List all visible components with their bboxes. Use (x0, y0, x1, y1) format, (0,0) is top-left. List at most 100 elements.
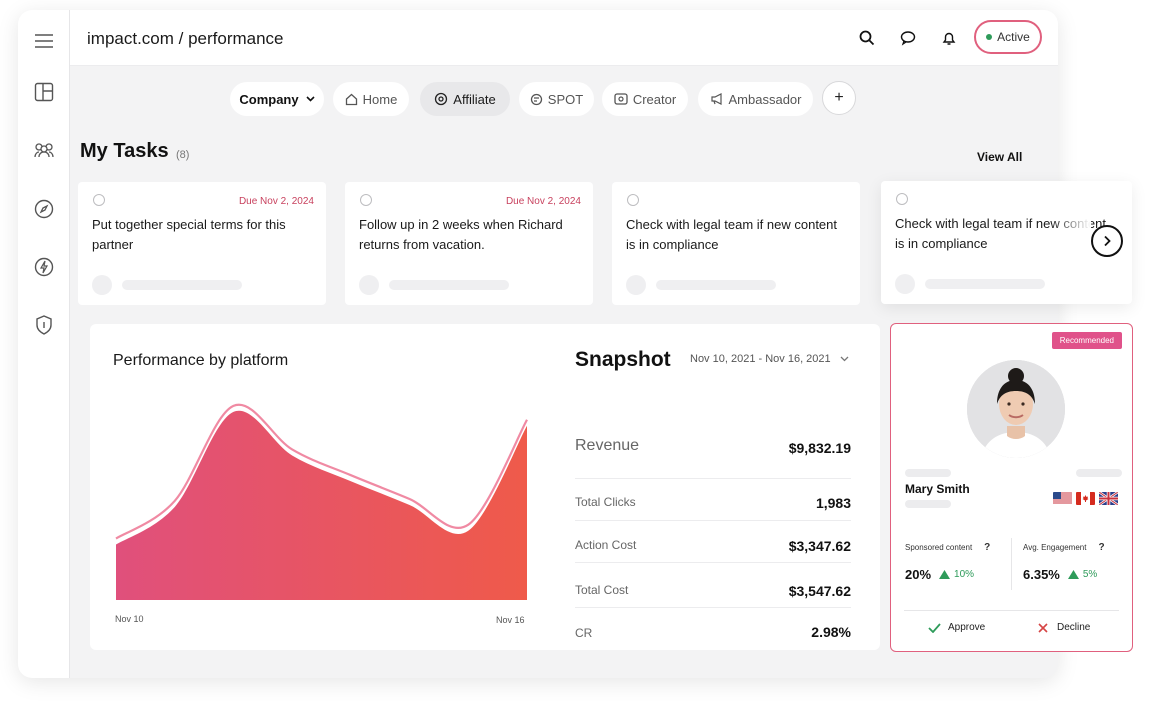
status-label: Active (997, 30, 1030, 44)
metric-label: Total Clicks (575, 495, 636, 509)
tab-spot[interactable]: SPOT (519, 82, 594, 116)
status-dot-icon (986, 34, 993, 40)
metric-row: Total Cost $3,547.62 (575, 566, 851, 608)
avatar (967, 360, 1065, 458)
home-icon (345, 93, 358, 106)
chart-area-outline (115, 403, 528, 540)
creator-icon (614, 93, 628, 105)
close-icon (1038, 622, 1048, 633)
snapshot-date-range[interactable]: Nov 10, 2021 - Nov 16, 2021 (690, 353, 849, 365)
text-placeholder (122, 280, 242, 290)
tab-affiliate-label: Affiliate (453, 91, 496, 107)
status-badge[interactable]: Active (974, 20, 1042, 54)
task-checkbox[interactable] (627, 194, 639, 206)
creator-name: Mary Smith (905, 482, 970, 496)
tasks-count: (8) (176, 149, 190, 161)
affiliate-icon (434, 92, 448, 106)
approve-button[interactable]: Approve (928, 622, 985, 633)
company-label: Company (239, 91, 299, 107)
top-bar: impact.com / performance Active (70, 10, 1058, 66)
view-all-link[interactable]: View All (977, 150, 1023, 164)
tab-ambassador-label: Ambassador (728, 91, 802, 107)
task-card[interactable]: Due Nov 2, 2024 Follow up in 2 weeks whe… (345, 182, 593, 305)
stat-delta: 5% (1082, 569, 1098, 580)
country-flags (1053, 492, 1118, 505)
x-tick-label-start: Nov 10 (115, 614, 144, 624)
task-text: Follow up in 2 weeks when Richard return… (359, 217, 563, 252)
stat-delta: 10% (954, 569, 975, 580)
creator-profile-card[interactable]: Recommended Mary Smith Sponsored conte (890, 323, 1133, 652)
approve-label: Approve (948, 622, 986, 633)
snapshot-title: Snapshot (575, 348, 671, 371)
partners-icon[interactable] (31, 137, 57, 163)
metric-label: Revenue (575, 437, 640, 454)
metric-row: CR 2.98% (575, 609, 851, 651)
card-divider (904, 610, 1119, 611)
tab-affiliate[interactable]: Affiliate (420, 82, 510, 116)
metric-value: 2.98% (811, 624, 851, 640)
next-tasks-button[interactable] (1091, 225, 1123, 257)
stat-divider (1011, 538, 1012, 590)
avatar-placeholder (895, 274, 915, 294)
stat-value: 6.35% (1023, 567, 1060, 582)
text-placeholder (1076, 469, 1122, 477)
performance-title: Performance by platform (113, 352, 289, 369)
spot-icon (530, 93, 543, 106)
breadcrumb[interactable]: impact.com / performance (87, 29, 284, 48)
chevron-right-icon (1104, 235, 1111, 247)
task-card[interactable]: Due Nov 2, 2024 Put together special ter… (78, 182, 326, 305)
metric-value: 1,983 (815, 495, 851, 511)
task-checkbox[interactable] (896, 193, 908, 205)
megaphone-icon (710, 93, 724, 105)
text-placeholder (656, 280, 776, 290)
text-placeholder (925, 279, 1045, 289)
trend-up-icon (1067, 570, 1079, 579)
help-icon[interactable]: ? (1098, 542, 1105, 553)
tab-creator-label: Creator (632, 91, 677, 107)
company-dropdown[interactable]: Company (230, 82, 324, 116)
avatar-placeholder (92, 275, 112, 295)
metric-label: Action Cost (575, 538, 637, 552)
chevron-down-icon (306, 96, 315, 102)
task-checkbox[interactable] (93, 194, 105, 206)
x-tick-label-end: Nov 16 (496, 615, 525, 625)
stat-label: Avg. Engagement (1023, 543, 1087, 552)
platform-tabs: Company Home Affiliate SPOT Creator Amba… (18, 82, 1058, 116)
chat-icon[interactable] (897, 27, 919, 49)
text-placeholder (905, 500, 951, 508)
date-range-label: Nov 10, 2021 - Nov 16, 2021 (690, 353, 831, 365)
compass-icon[interactable] (31, 196, 57, 222)
performance-card: Performance by platform Nov 10 Nov 16 Sn… (90, 324, 880, 650)
recommended-badge: Recommended (1051, 332, 1122, 349)
bell-icon[interactable] (938, 27, 960, 49)
dashboard-icon[interactable] (31, 79, 57, 105)
tab-ambassador[interactable]: Ambassador (698, 82, 813, 116)
task-due-date: Due Nov 2, 2024 (505, 196, 581, 207)
tab-home[interactable]: Home (333, 82, 409, 116)
search-icon[interactable] (856, 27, 878, 49)
task-checkbox[interactable] (360, 194, 372, 206)
trend-up-icon (939, 570, 951, 579)
task-card[interactable]: Check with legal team if new content is … (612, 182, 860, 305)
ca-flag-icon (1076, 492, 1095, 505)
metric-row: Action Cost $3,347.62 (575, 521, 851, 563)
chart-area-series (116, 410, 527, 600)
task-card[interactable]: Check with legal team if new content is … (881, 181, 1132, 304)
metric-value: $9,832.19 (788, 440, 851, 456)
task-text: Check with legal team if new content is … (626, 217, 837, 252)
metric-label: Total Cost (575, 583, 629, 597)
decline-button[interactable]: Decline (1038, 622, 1090, 633)
task-text: Put together special terms for this part… (92, 217, 286, 252)
tasks-title: My Tasks (80, 140, 169, 162)
metric-row: Revenue $9,832.19 (575, 437, 851, 479)
shield-icon[interactable] (31, 312, 57, 338)
metric-row: Total Clicks 1,983 (575, 479, 851, 521)
stat-value: 20% (905, 567, 932, 582)
help-icon[interactable]: ? (984, 542, 991, 553)
menu-icon[interactable] (31, 28, 57, 54)
tab-spot-label: SPOT (547, 91, 584, 107)
tab-creator[interactable]: Creator (602, 82, 688, 116)
add-tab-button[interactable]: + (822, 81, 856, 115)
lightning-icon[interactable] (31, 254, 57, 280)
stat-label: Sponsored content (905, 543, 973, 552)
